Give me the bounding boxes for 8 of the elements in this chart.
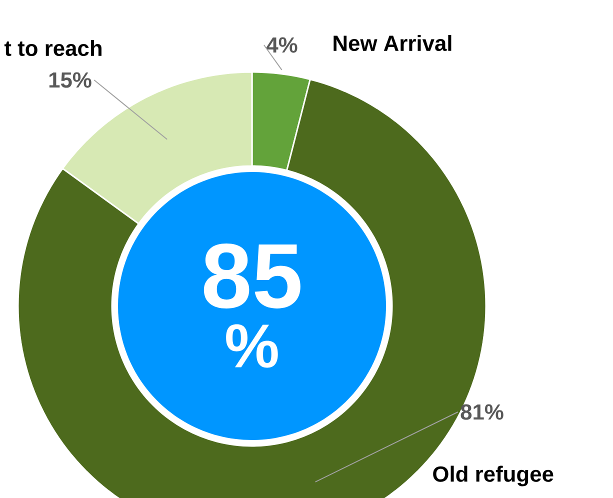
slice-label: Old refugee	[433, 466, 554, 486]
text: %	[226, 324, 278, 368]
text: 85	[204, 244, 300, 308]
data-label: 81%	[460, 404, 504, 420]
data-label: 15%	[49, 72, 92, 88]
slice-label: New Arrival	[334, 34, 452, 52]
data-label: 4%	[266, 37, 298, 53]
slice-label: t to reach	[4, 40, 102, 56]
